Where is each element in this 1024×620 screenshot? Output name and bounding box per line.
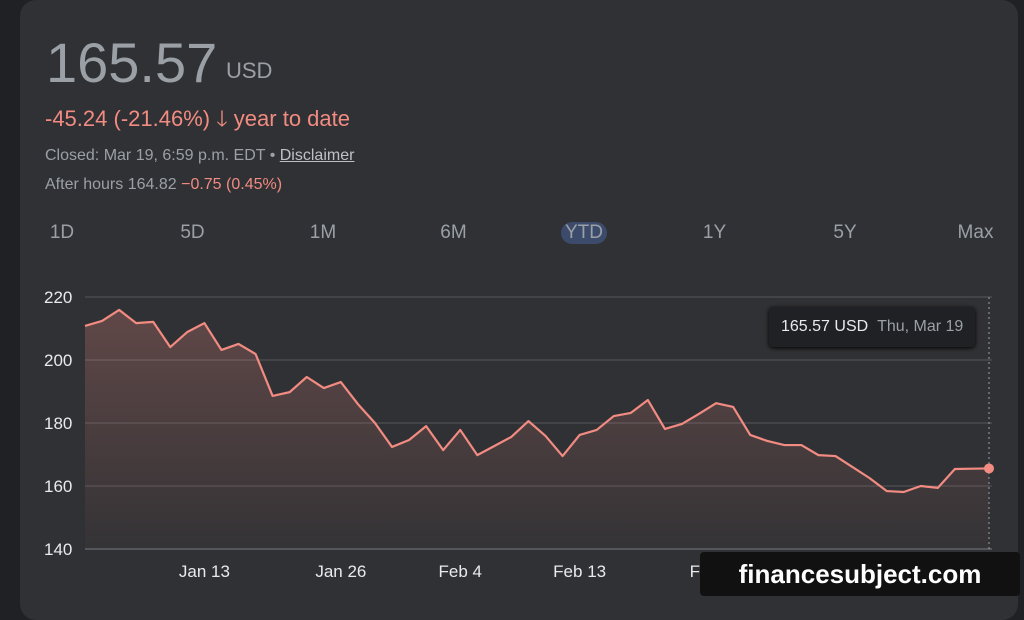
price-line [84, 308, 990, 494]
closed-text: Closed: Mar 19, 6:59 p.m. EDT [45, 147, 266, 164]
tooltip-price: 165.57 USD [781, 318, 869, 335]
range-tab[interactable]: 6M [440, 222, 467, 243]
range-tab[interactable]: 5D [180, 222, 205, 243]
x-tick-label: Jan 13 [179, 562, 230, 581]
y-tick-label: 200 [44, 351, 72, 370]
watermark: financesubject.com [700, 552, 1020, 596]
change-period: year to date [233, 106, 350, 131]
after-hours-change: −0.75 (0.45%) [181, 176, 283, 193]
change: -45.24 (-21.46%) 🡓 year to date [45, 102, 350, 140]
closed-info: Closed: Mar 19, 6:59 p.m. EDT • Disclaim… [45, 147, 355, 164]
range-tab[interactable]: 5Y [833, 222, 857, 243]
range-tab[interactable]: 1D [49, 222, 75, 243]
y-tick-label: 220 [44, 288, 72, 307]
y-tick-label: 180 [44, 414, 72, 433]
currency: USD [226, 58, 273, 83]
tooltip: 165.57 USD Thu, Mar 19 [769, 307, 976, 347]
range-tab[interactable]: 1Y [702, 222, 727, 243]
tooltip-date: Thu, Mar 19 [877, 318, 964, 335]
change-value: -45.24 (-21.46%) [45, 106, 211, 131]
page: {"header":{"price":"165.57","currency":"… [20, 0, 1020, 620]
y-tick-label: 160 [44, 477, 72, 496]
x-tick-label: Feb 4 [439, 562, 482, 581]
x-tick-label: Jan 26 [315, 562, 366, 581]
range-tab[interactable]: Max [957, 222, 994, 243]
y-tick-label: 140 [44, 540, 72, 559]
last-point [984, 463, 994, 474]
after-hours: After hours 164.82 −0.75 (0.45%) [45, 176, 282, 194]
x-tick-label: Feb 13 [553, 562, 606, 581]
range-tab[interactable]: 1M [309, 222, 337, 243]
price: 165.57 [46, 31, 218, 94]
range-tab[interactable]: YTD [561, 222, 607, 244]
disclaimer-link[interactable]: Disclaimer [279, 147, 355, 164]
after-hours-label: After hours 164.82 [45, 176, 177, 193]
down-arrow: 🡓 [216, 106, 228, 131]
